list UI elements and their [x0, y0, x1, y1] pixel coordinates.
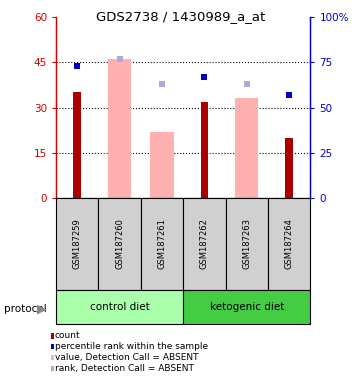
Text: value, Detection Call = ABSENT: value, Detection Call = ABSENT [55, 353, 198, 362]
Text: GDS2738 / 1430989_a_at: GDS2738 / 1430989_a_at [96, 10, 265, 23]
Bar [183, 198, 226, 290]
Bar [56, 290, 183, 324]
Bar [226, 198, 268, 290]
Text: GSM187262: GSM187262 [200, 218, 209, 269]
Bar [286, 137, 293, 198]
Text: GSM187259: GSM187259 [73, 218, 82, 269]
Text: GSM187264: GSM187264 [285, 218, 294, 269]
Text: percentile rank within the sample: percentile rank within the sample [55, 342, 208, 351]
Text: GSM187263: GSM187263 [242, 218, 251, 269]
Bar [183, 290, 310, 324]
Bar [268, 198, 310, 290]
Text: ketogenic diet: ketogenic diet [210, 302, 284, 312]
Bar [108, 60, 131, 198]
Text: ▶: ▶ [37, 303, 46, 316]
Text: GSM187260: GSM187260 [115, 218, 124, 269]
Text: protocol: protocol [4, 304, 46, 314]
Text: GSM187261: GSM187261 [157, 218, 166, 269]
Text: control diet: control diet [90, 302, 149, 312]
Bar [150, 132, 174, 198]
Bar [141, 198, 183, 290]
Text: count: count [55, 331, 80, 341]
Text: rank, Detection Call = ABSENT: rank, Detection Call = ABSENT [55, 364, 193, 373]
Bar [201, 101, 208, 198]
Bar [56, 198, 98, 290]
Bar [73, 93, 81, 198]
Bar [235, 99, 258, 198]
Bar [98, 198, 141, 290]
